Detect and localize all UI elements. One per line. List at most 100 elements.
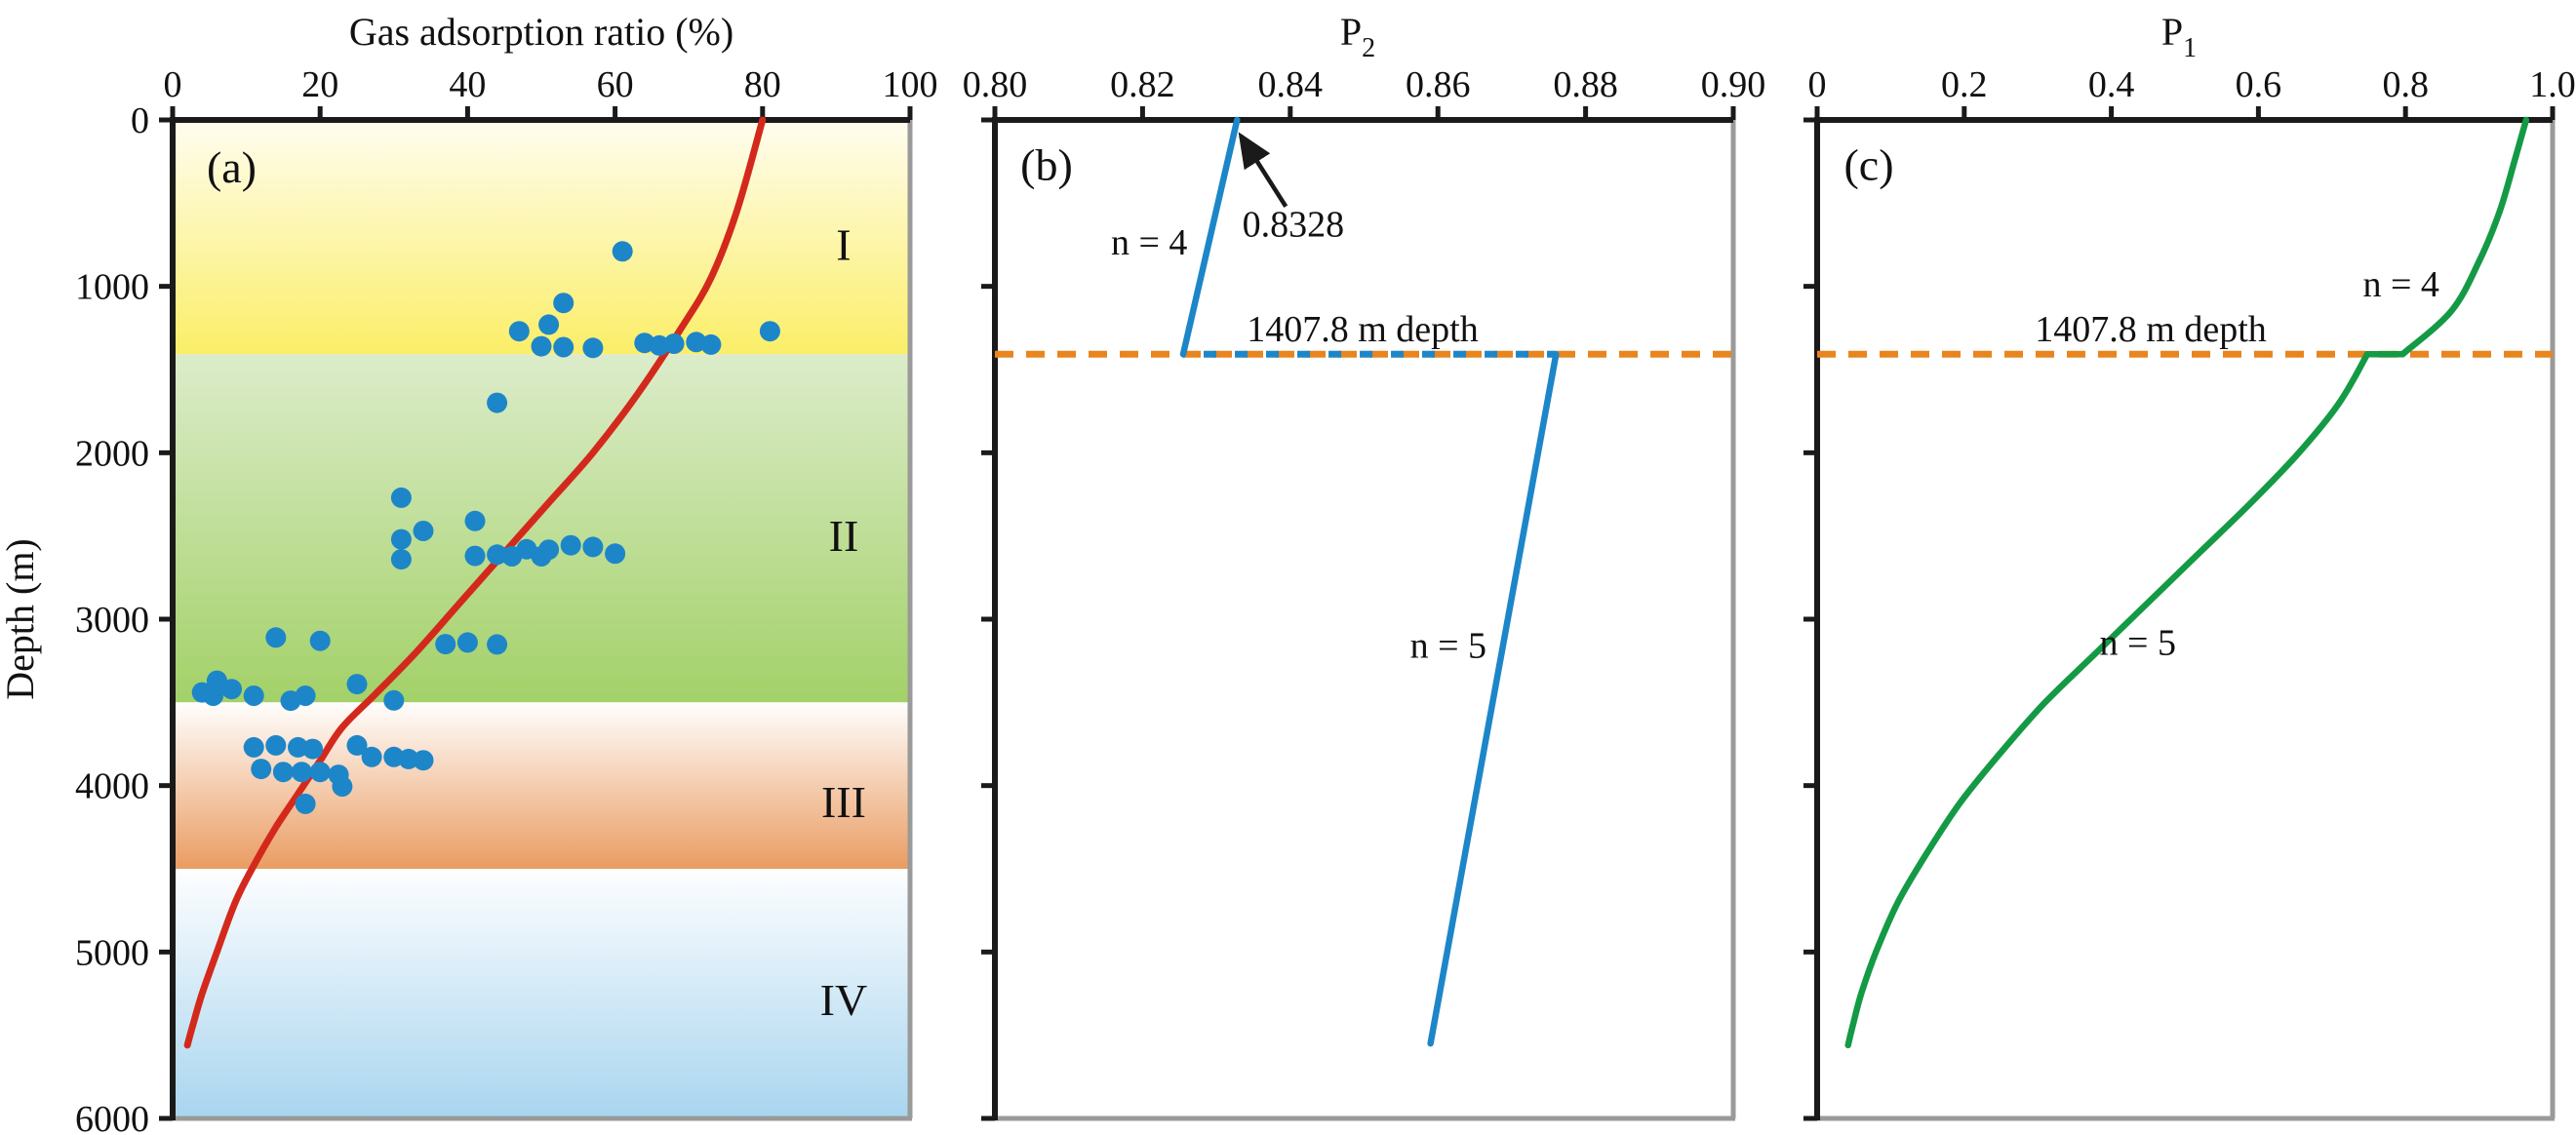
- data-point: [291, 762, 312, 783]
- y-tick-label: 4000: [75, 766, 149, 807]
- data-point: [346, 734, 368, 756]
- data-point: [612, 241, 633, 262]
- x-tick-label: 40: [449, 64, 486, 105]
- annotation-label: n = 5: [1410, 625, 1486, 666]
- n-5-segment: [1427, 351, 1560, 1047]
- annotation-label: n = 4: [2362, 264, 2438, 305]
- y-tick-label: 2000: [75, 433, 149, 474]
- n-4-segment: [1179, 116, 1241, 358]
- p2-subscript: 2: [1362, 33, 1375, 63]
- data-point: [309, 630, 331, 651]
- data-point: [280, 690, 301, 712]
- data-point: [605, 543, 626, 565]
- x-tick-label: 1.0: [2529, 64, 2576, 105]
- x-tick-label: 0: [1808, 64, 1827, 105]
- zone-III-band: [173, 702, 910, 869]
- zone-I-band: [173, 120, 910, 355]
- data-point: [361, 746, 382, 767]
- zone-II-band: [173, 354, 910, 703]
- x-tick-label: 0.88: [1553, 64, 1618, 105]
- x-tick-label: 0.82: [1110, 64, 1175, 105]
- data-point: [302, 738, 324, 760]
- n-5-curve: [1844, 351, 2371, 1049]
- model-curve: [183, 116, 767, 1049]
- data-point: [435, 634, 456, 655]
- y-tick-label: 1000: [75, 267, 149, 308]
- data-point: [456, 632, 478, 653]
- x-tick-label: 80: [744, 64, 781, 105]
- zone-IV-band: [173, 869, 910, 1118]
- x-tick-label: 0.90: [1701, 64, 1766, 105]
- data-point: [309, 762, 331, 783]
- x-tick-label: 0.6: [2236, 64, 2282, 105]
- annotation-label: 1407.8 m depth: [1247, 309, 1478, 350]
- panel-c-p1-profile: 0 0.2 0.4 0.6 0.8 1.0 n = 4 1407.8 m depth n = 5…: [1803, 64, 2576, 1121]
- panel-b-p2-profile: 0.80 0.82 0.84 0.86 0.88 0.90 n = 4 0.8328 1407.…: [963, 64, 1766, 1121]
- data-point: [582, 337, 604, 359]
- annotation-label: 0.8328: [1243, 204, 1345, 245]
- panel-tag: (a): [207, 142, 257, 192]
- panel-a-x-axis-title: Gas adsorption ratio (%): [349, 10, 733, 54]
- data-point: [390, 528, 412, 550]
- data-point: [582, 536, 604, 558]
- data-point: [538, 539, 560, 561]
- data-point: [487, 634, 508, 655]
- data-point: [487, 544, 508, 566]
- annotation-label: 1407.8 m depth: [2035, 309, 2266, 350]
- data-point: [560, 534, 581, 556]
- x-tick-label: 0: [164, 64, 182, 105]
- data-point: [508, 321, 530, 342]
- data-point: [464, 510, 486, 531]
- data-point: [272, 762, 294, 783]
- data-point: [531, 335, 552, 357]
- n-4-curve: [2398, 116, 2530, 358]
- panel-tag: (c): [1843, 139, 1893, 189]
- data-point: [221, 679, 242, 700]
- y-tick-label: 0: [131, 100, 149, 141]
- data-point: [413, 521, 434, 541]
- zone-II-label: II: [829, 511, 859, 561]
- data-point: [390, 549, 412, 570]
- data-point: [487, 392, 508, 413]
- data-point: [663, 333, 685, 354]
- panel-a-gas-adsorption: 0 20 40 60 80 1000100020003000400050006000III…: [75, 64, 938, 1135]
- x-tick-label: 0.86: [1406, 64, 1471, 105]
- data-point: [295, 793, 316, 814]
- data-point: [243, 685, 264, 706]
- x-tick-label: 0.4: [2088, 64, 2135, 105]
- panel-tag: (b): [1020, 139, 1073, 189]
- annotation-label: n = 4: [1111, 222, 1187, 263]
- zone-III-label: III: [821, 777, 866, 827]
- zone-IV-label: IV: [820, 975, 868, 1025]
- data-point: [332, 776, 353, 797]
- annotation-arrow: [1238, 132, 1288, 208]
- panel-b-x-axis-title: P2: [1340, 10, 1375, 63]
- y-tick-label: 5000: [75, 932, 149, 973]
- data-point: [464, 545, 486, 567]
- zone-I-label: I: [836, 219, 851, 269]
- y-tick-label: 3000: [75, 600, 149, 641]
- data-point: [413, 750, 434, 771]
- x-tick-label: 100: [883, 64, 938, 105]
- data-point: [538, 314, 560, 335]
- data-point: [383, 689, 405, 711]
- x-tick-label: 20: [301, 64, 338, 105]
- x-tick-label: 0.8: [2382, 64, 2429, 105]
- data-point: [390, 487, 412, 508]
- data-point: [203, 685, 224, 706]
- data-point: [346, 674, 368, 695]
- data-point: [553, 336, 575, 358]
- annotation-label: n = 5: [2100, 623, 2176, 664]
- data-point: [265, 734, 287, 756]
- depth-axis-title: Depth (m): [0, 538, 42, 700]
- data-point: [251, 759, 272, 780]
- x-tick-label: 0.2: [1941, 64, 1988, 105]
- panel-c-x-axis-title: P1: [2161, 10, 2197, 63]
- data-point: [553, 293, 575, 314]
- data-point: [265, 627, 287, 648]
- p1-subscript: 1: [2183, 33, 2197, 63]
- x-tick-label: 0.80: [963, 64, 1028, 105]
- x-tick-label: 0.84: [1258, 64, 1324, 105]
